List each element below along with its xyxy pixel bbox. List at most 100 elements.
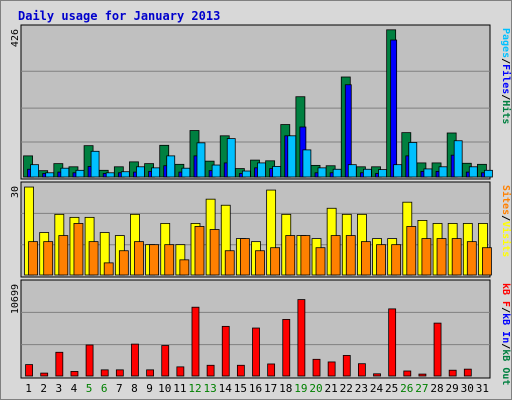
legend: Sites/Visits [500, 185, 512, 257]
bar-kb-f-day-11 [176, 366, 185, 377]
bar-pages-day-28 [438, 166, 448, 178]
legend-entry: Files [500, 64, 512, 94]
bar-pages-day-8 [136, 166, 145, 178]
bar-pages-day-23 [363, 168, 372, 178]
bar-kb-f-day-10 [161, 345, 170, 377]
legend-entry: / [500, 215, 511, 221]
bar-sites-day-21 [330, 235, 341, 276]
bar-files-day-22 [344, 84, 352, 178]
bar-pages-day-18 [287, 135, 297, 178]
x-tick-label: 13 [203, 382, 216, 395]
bar-pages-day-2 [45, 172, 55, 178]
x-tick-label: 3 [56, 382, 63, 395]
bar-sites-day-17 [270, 247, 281, 276]
bar-kb-f-day-3 [55, 351, 64, 377]
bar-kb-f-day-1 [25, 364, 33, 377]
bar-pages-day-13 [211, 164, 221, 178]
bar-kb-f-day-8 [131, 343, 139, 377]
bar-pages-day-3 [60, 167, 70, 178]
x-axis-labels: 1 2 3 4 5 6 7 8 9 10 11 12 13 14 15 16 17 18 19 20 21 22 23 24 2… [25, 382, 489, 395]
bar-kb-f-day-18 [282, 319, 291, 377]
bar-pages-day-4 [75, 169, 85, 178]
bar-kb-f-day-26 [403, 370, 412, 377]
bar-pages-day-11 [181, 167, 191, 178]
bar-pages-day-6 [105, 172, 115, 178]
bar-kb-f-day-30 [463, 368, 472, 377]
x-tick-label: 16 [249, 382, 262, 395]
x-tick-label: 9 [146, 382, 153, 395]
bar-sites-day-18 [285, 235, 296, 276]
bar-kb-f-day-5 [85, 344, 94, 377]
bar-pages-day-15 [241, 170, 251, 178]
bar-sites-day-11 [179, 259, 190, 276]
bar-pages-day-30 [468, 166, 478, 178]
bar-kb-f-day-2 [40, 372, 49, 377]
bar-sites-day-3 [58, 235, 69, 276]
bar-sites-day-14 [224, 250, 235, 276]
x-tick-label: 12 [188, 382, 201, 395]
bar-sites-day-29 [451, 238, 462, 276]
legend-entry: / [500, 58, 511, 64]
panel-kbytes: 10699 kB F/kB In/kB Out [10, 279, 511, 385]
bar-sites-day-5 [88, 241, 99, 276]
bar-pages-day-16 [257, 162, 266, 178]
bar-kb-f-day-7 [115, 369, 124, 377]
x-tick-label: 14 [219, 382, 233, 395]
bar-kb-f-day-27 [418, 373, 427, 377]
y-max-label: 30 [10, 186, 21, 198]
bar-sites-day-30 [466, 241, 477, 276]
legend-entry: / [500, 94, 511, 100]
legend-entry: Sites [500, 185, 512, 215]
bar-sites-day-1 [28, 241, 38, 276]
bar-sites-day-25 [391, 244, 402, 276]
x-tick-label: 28 [430, 382, 443, 395]
bar-kb-f-day-14 [221, 325, 230, 377]
bar-sites-day-13 [209, 229, 220, 276]
chart-panels: 426 Pages/Files/Hits 30 Sites/Visits 10699 kB… [10, 24, 512, 385]
bar-kb-f-day-25 [388, 308, 397, 377]
bar-sites-day-15 [239, 238, 250, 276]
bar-pages-day-25 [393, 164, 403, 178]
bar-pages-day-5 [90, 150, 100, 178]
legend-entry: / [500, 343, 511, 349]
x-tick-label: 26 [400, 382, 413, 395]
bar-sites-day-20 [315, 247, 326, 276]
bar-sites-day-6 [103, 262, 114, 276]
bar-kb-f-day-28 [433, 322, 442, 377]
x-tick-label: 2 [40, 382, 47, 395]
bar-sites-day-22 [345, 235, 356, 276]
x-tick-label: 7 [116, 382, 123, 395]
bar-sites-day-4 [73, 223, 84, 276]
x-tick-label: 1 [25, 382, 32, 395]
bar-kb-f-day-17 [267, 363, 276, 377]
bar-pages-day-17 [272, 166, 282, 178]
bar-pages-day-27 [423, 168, 433, 178]
bar-kb-f-day-29 [448, 369, 457, 377]
bar-pages-day-26 [408, 142, 418, 178]
x-tick-label: 18 [279, 382, 292, 395]
x-tick-label: 25 [385, 382, 398, 395]
bar-pages-day-9 [151, 167, 160, 178]
y-max-label: 426 [10, 29, 21, 47]
bar-pages-day-21 [332, 168, 342, 178]
legend-entry: kB Out [500, 349, 511, 385]
bar-kb-f-day-20 [312, 358, 321, 377]
bar-kb-f-day-21 [327, 361, 336, 377]
bar-kb-f-day-23 [358, 363, 366, 377]
bar-sites-day-31 [482, 247, 492, 276]
legend: Pages/Files/Hits [500, 28, 512, 124]
bar-sites-day-23 [361, 241, 371, 276]
bar-sites-day-12 [194, 226, 205, 276]
x-tick-label: 20 [309, 382, 322, 395]
legend-entry: kB F [500, 283, 511, 307]
bar-sites-day-9 [149, 244, 159, 276]
legend-entry: / [500, 307, 511, 313]
bar-kb-f-day-6 [100, 369, 109, 377]
bar-kb-f-day-4 [70, 371, 79, 377]
bar-sites-day-24 [376, 244, 386, 276]
bar-kb-f-day-15 [236, 364, 245, 377]
x-tick-label: 15 [234, 382, 247, 395]
x-tick-label: 27 [415, 382, 428, 395]
bar-sites-day-27 [421, 238, 432, 276]
